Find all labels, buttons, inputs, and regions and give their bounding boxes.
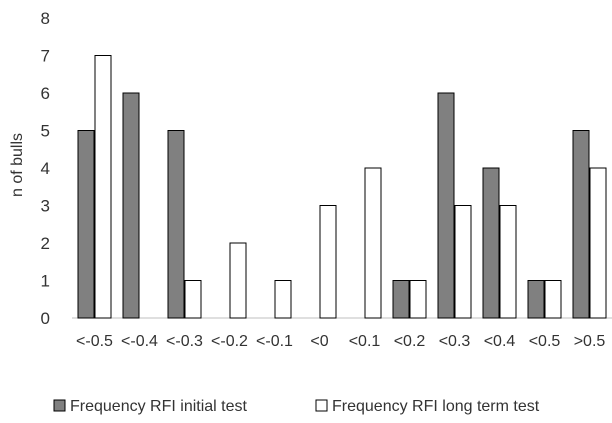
legend: Frequency RFI initial test Frequency RFI… [54,398,540,415]
bar-initial-10 [528,281,544,319]
x-tick-label: <-0.4 [121,333,158,350]
bar-initial-1 [123,93,139,318]
bar-long-term-3 [230,243,246,318]
bar-initial-7 [393,281,409,319]
x-tick-label: <0 [310,333,328,350]
x-tick-label: <0.1 [349,333,381,350]
bar-initial-2 [168,131,184,319]
x-tick-label: <-0.2 [211,333,248,350]
legend-swatch-long-term [316,400,327,411]
y-axis-label: n of bulls [9,133,26,197]
y-tick-label: 4 [41,159,50,178]
y-tick-label: 3 [41,197,50,216]
bar-long-term-4 [275,281,291,319]
y-tick-label: 2 [41,234,50,253]
x-axis-ticks: <-0.5 <-0.4 <-0.3 <-0.2 <-0.1 <0 <0.1 <0.2 <0.3 <… [76,333,605,350]
bar-initial-9 [483,168,499,318]
x-tick-label: <-0.5 [76,333,113,350]
bar-long-term-2 [185,281,201,319]
bar-long-term-11 [590,168,606,318]
bar-initial-8 [438,93,454,318]
legend-label-long-term: Frequency RFI long term test [332,398,540,415]
bar-long-term-5 [320,206,336,319]
y-tick-label: 0 [41,309,50,328]
bar-long-term-7 [410,281,426,319]
y-tick-label: 7 [41,47,50,66]
y-tick-label: 6 [41,84,50,103]
bar-initial-0 [78,131,94,319]
x-tick-label: <-0.1 [256,333,293,350]
legend-swatch-initial [54,400,65,411]
y-axis-ticks: 0 1 2 3 4 5 6 7 8 [41,9,50,328]
x-tick-label: <0.4 [484,333,516,350]
bar-long-term-8 [455,206,471,319]
bar-long-term-10 [545,281,561,319]
bar-long-term-6 [365,168,381,318]
x-tick-label: <-0.3 [166,333,203,350]
legend-label-initial: Frequency RFI initial test [70,398,248,415]
y-tick-label: 1 [41,272,50,291]
x-tick-label: <0.3 [439,333,471,350]
x-tick-label: <0.5 [529,333,561,350]
x-tick-label: >0.5 [574,333,606,350]
y-tick-label: 5 [41,122,50,141]
y-tick-label: 8 [41,9,50,28]
bars-group [78,56,606,319]
bar-initial-11 [573,131,589,319]
bar-long-term-9 [500,206,516,319]
bar-long-term-0 [95,56,111,319]
x-tick-label: <0.2 [394,333,426,350]
